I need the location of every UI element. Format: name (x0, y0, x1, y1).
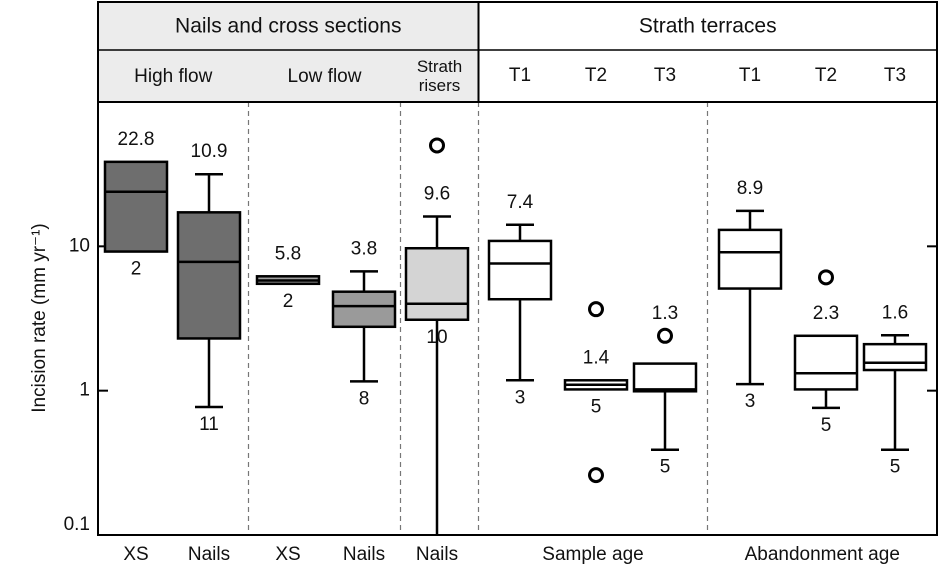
box (632, 362, 698, 393)
n-label: 3 (745, 391, 756, 412)
outlier (657, 327, 673, 344)
mean-label: 22.8 (118, 129, 155, 150)
subgroup-label-box: Strath risers (416, 57, 463, 95)
mean-label: 10.9 (191, 141, 228, 162)
n-label: 2 (283, 291, 294, 312)
n-label: 5 (890, 457, 901, 478)
outlier (588, 467, 604, 484)
mean-label: 8.9 (737, 178, 763, 199)
outlier (818, 269, 834, 286)
box (176, 211, 242, 340)
n-label: 11 (199, 414, 219, 435)
n-label: 3 (515, 387, 526, 408)
n-label: 8 (359, 388, 370, 409)
subgroup-label-box: Low flow (287, 65, 362, 87)
x-tick-label: Nails (343, 544, 385, 565)
subgroup-label: High flow (134, 65, 213, 87)
x-tick-label: Nails (416, 544, 458, 565)
mean-label: 9.6 (424, 183, 450, 204)
frame (97, 1, 938, 536)
outlier (588, 301, 604, 318)
n-label: 5 (591, 396, 602, 417)
column-label: T2 (815, 65, 837, 86)
box (404, 246, 470, 321)
box (103, 160, 169, 253)
box (331, 290, 397, 329)
subgroup-label: Strath risers (416, 57, 463, 95)
header-background (98, 2, 479, 102)
n-label: 10 (426, 327, 447, 348)
subgroup-label: Abandonment age (745, 544, 900, 565)
subgroup-label: Sample age (542, 544, 643, 565)
n-label: 2 (131, 259, 142, 280)
x-tick-label: XS (123, 544, 148, 565)
mean-label: 1.4 (583, 347, 610, 368)
box (862, 342, 928, 372)
y-tick-label: 10 (69, 235, 90, 256)
outlier (429, 137, 445, 154)
mean-label: 2.3 (813, 303, 839, 324)
column-label: T2 (585, 65, 607, 86)
group-label: Strath terraces (639, 15, 777, 38)
n-label: 5 (821, 415, 832, 436)
mean-label: 3.8 (351, 238, 377, 259)
n-label: 5 (660, 457, 671, 478)
header-background (478, 2, 937, 102)
column-label: T3 (654, 65, 676, 86)
box (487, 239, 553, 301)
mean-label: 1.6 (882, 302, 908, 323)
x-tick-label: XS (275, 544, 300, 565)
group-label: Nails and cross sections (175, 15, 401, 38)
box (793, 334, 859, 391)
mean-label: 7.4 (507, 192, 534, 213)
column-label: T1 (739, 65, 761, 86)
x-tick-label: Nails (188, 544, 230, 565)
column-label: T3 (884, 65, 906, 86)
y-axis-label: Incision rate (mm yr⁻¹) (29, 223, 50, 413)
box (717, 228, 783, 290)
mean-label: 1.3 (652, 303, 678, 324)
mean-label: 5.8 (275, 243, 301, 264)
y-tick-label: 0.1 (64, 514, 90, 535)
y-tick-label: 1 (79, 380, 90, 401)
subgroup-label-box: High flow (134, 65, 213, 87)
column-label: T1 (509, 65, 531, 86)
subgroup-label: Low flow (287, 65, 362, 87)
